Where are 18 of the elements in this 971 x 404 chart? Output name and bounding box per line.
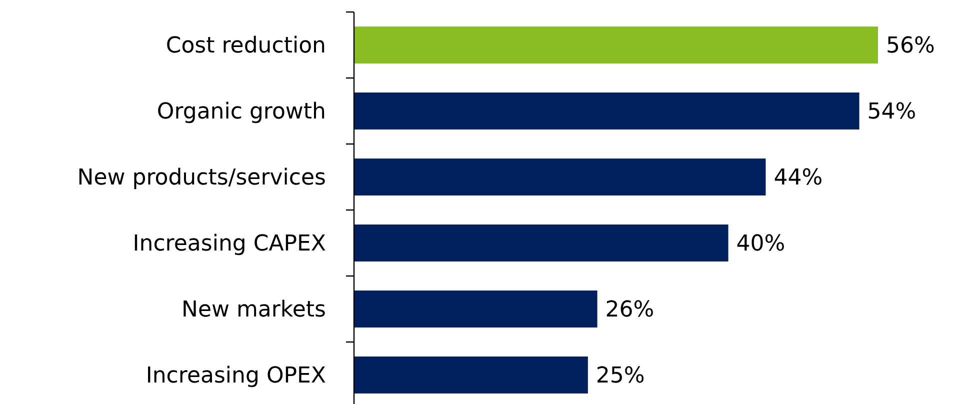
y-tick-label: New products/services	[77, 166, 326, 191]
y-tick-label: Increasing CAPEX	[132, 232, 326, 257]
y-tick-label: Cost reduction	[166, 34, 326, 59]
data-label: 25%	[596, 364, 645, 389]
data-label: 26%	[605, 298, 654, 323]
y-tick-label: New markets	[181, 298, 326, 323]
bar	[354, 290, 598, 328]
bar	[354, 224, 728, 262]
data-label: 44%	[774, 166, 823, 191]
y-tick-label: Increasing OPEX	[146, 364, 326, 389]
data-label: 40%	[736, 232, 786, 257]
bar	[354, 26, 878, 64]
bar	[354, 158, 766, 196]
data-label: 54%	[867, 100, 916, 125]
data-label: 56%	[886, 34, 935, 59]
y-tick-label: Organic growth	[156, 100, 326, 125]
bar	[354, 356, 588, 394]
bar	[354, 92, 860, 130]
